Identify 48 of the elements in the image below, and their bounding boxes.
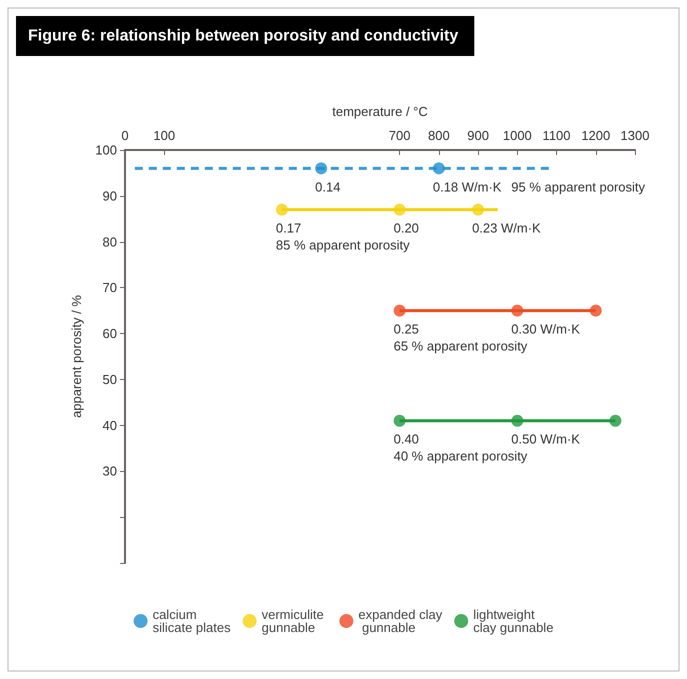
point [276, 204, 288, 216]
chart-title: Figure 6: relationship between porosity and conductivity [28, 28, 458, 44]
point [315, 162, 328, 174]
x-tick-label: 1200 [581, 128, 610, 143]
annotation: 95 % apparent porosity [511, 179, 646, 194]
legend-label: calcium silicate plates [152, 607, 232, 635]
annotation: 0.23 W/m·K [472, 220, 542, 236]
annotation: 0.50 W/m·K [511, 432, 580, 447]
annotation: 85 % apparent porosity [276, 238, 410, 253]
y-tick-label: 50 [102, 372, 117, 387]
point [394, 304, 406, 317]
x-tick-label: 1300 [620, 128, 650, 143]
y-tick-label: 40 [102, 418, 117, 433]
legend-label: vermiculite gunnable [262, 607, 328, 635]
x-tick-label: 1000 [502, 128, 532, 143]
x-axis-title: temperature / °C [332, 104, 428, 119]
point [590, 304, 602, 317]
y-tick-label: 80 [102, 234, 117, 250]
legend-label: lightweight clay gunnable [473, 607, 554, 635]
x-tick-label: 800 [428, 128, 450, 143]
legend-label: expanded clay gunnable [358, 607, 443, 635]
annotation: 65 % apparent porosity [394, 338, 528, 354]
annotation: 0.30 W/m·K [511, 322, 580, 337]
point [394, 414, 406, 427]
annotation: 0.40 [394, 432, 419, 447]
point [432, 162, 445, 174]
annotation: 0.17 [276, 220, 302, 236]
x-tick-label: 0 [121, 128, 129, 143]
y-tick-label: 100 [95, 142, 117, 158]
y-tick-label: 90 [102, 188, 117, 204]
point [511, 304, 524, 317]
x-tick-label: 700 [388, 128, 410, 143]
annotation: 0.20 [394, 220, 419, 236]
y-tick-label: 60 [102, 326, 117, 342]
y-axis-title: apparent porosity / % [69, 294, 84, 418]
x-tick-label: 100 [153, 128, 176, 143]
annotation: 0.18 W/m·K [432, 179, 502, 194]
x-tick-label: 1100 [542, 128, 571, 143]
point [511, 414, 524, 427]
point [609, 414, 622, 427]
x-tick-label: 900 [467, 128, 489, 143]
y-tick-label: 70 [102, 280, 117, 296]
y-tick-label: 30 [102, 464, 117, 479]
point [394, 204, 406, 216]
point [472, 204, 484, 216]
annotation: 40 % apparent porosity [394, 448, 528, 464]
annotation: 0.25 [394, 322, 419, 337]
annotation: 0.14 [315, 179, 340, 194]
